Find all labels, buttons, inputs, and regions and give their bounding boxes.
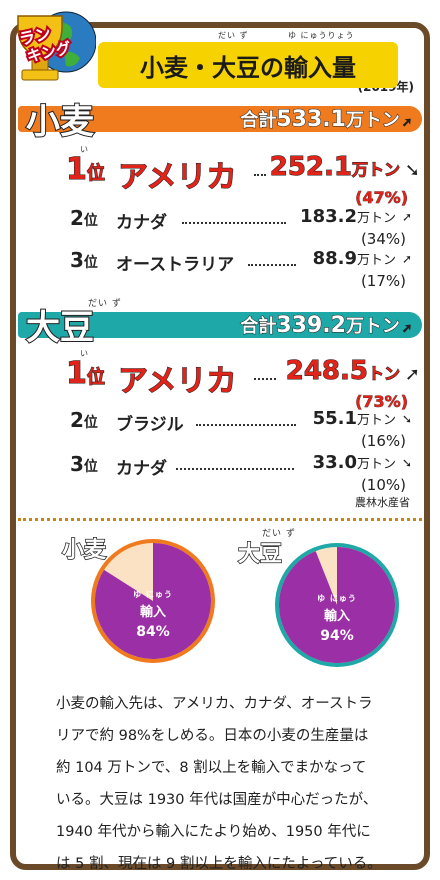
down-right-arrow-icon: ➘	[401, 412, 412, 426]
rank-position: 1位	[66, 356, 106, 392]
pie-percent: 84%	[136, 624, 170, 640]
rank-value: 183.2万トン	[300, 206, 396, 227]
title-bar: だい ず ゆ にゅうりょう 小麦・大豆の輸入量	[98, 31, 398, 88]
rank-country: カナダ	[116, 213, 167, 233]
body-line: いる。大豆は 1930 年代は国産が中心だったが、	[56, 792, 378, 808]
soy-pie: ゆ にゅう 輸入 94%	[272, 540, 402, 670]
soy-ruby: だい ず	[88, 299, 122, 309]
up-right-arrow-icon: ➚	[401, 115, 412, 130]
pie-inner-label: 輸入	[139, 605, 166, 620]
pie-percent: 94%	[320, 628, 354, 644]
rank-value: 252.1万トン	[269, 152, 400, 183]
soy-pie-chart	[275, 543, 399, 667]
title-ruby-daizu: だい ず	[218, 31, 249, 40]
up-right-arrow-icon: ➚	[401, 252, 412, 266]
rank-percent: (73%)	[355, 392, 409, 412]
soy-header-bar: 大豆 合計339.2万トン ➚	[18, 307, 422, 349]
rank-value: 248.5トン	[285, 356, 400, 387]
rank-value: 33.0万トン	[312, 452, 396, 473]
ranking-trophy-badge: ラン キング	[15, 11, 96, 81]
rank-country: ブラジル	[116, 415, 184, 435]
rank-percent: (16%)	[360, 432, 406, 450]
body-line: リアで約 98%をしめる。日本の小麦の生産量は	[56, 728, 369, 744]
wheat-pie-chart	[91, 539, 215, 663]
soy-name: 大豆	[25, 307, 95, 349]
wheat-header-bar: 小麦 合計533.1万トン ➚	[18, 101, 422, 143]
rank-value: 55.1万トン	[312, 408, 396, 429]
soy-pie-ruby: だい ず	[262, 529, 296, 539]
up-right-arrow-icon: ➚	[401, 321, 412, 336]
pie-inner-label: 輸入	[323, 609, 350, 624]
title-ruby-yunyuryou: ゆ にゅうりょう	[288, 31, 355, 40]
rank-percent: (47%)	[355, 188, 409, 208]
soy-rank-3: 3位 カナダ 33.0万トン ➘ (10%)	[70, 452, 412, 494]
main-frame	[10, 22, 430, 870]
description-text: 小麦の輸入先は、アメリカ、カナダ、オーストラ リアで約 98%をしめる。日本の小…	[56, 688, 412, 880]
wheat-pie-label: 小麦	[61, 537, 107, 564]
wheat-rank-3: 3位 オーストラリア 88.9万トン ➚ (17%)	[70, 248, 412, 290]
dotted-leader	[196, 424, 296, 426]
wheat-name: 小麦	[25, 101, 95, 143]
soy-rank-2: 2位 ブラジル 55.1万トン ➘ (16%)	[70, 408, 412, 450]
pie-slice-import	[279, 547, 395, 663]
body-line: 小麦の輸入先は、アメリカ、カナダ、オーストラ	[56, 696, 373, 712]
rank-country: アメリカ	[118, 364, 237, 400]
soy-rank-1: い 1位 アメリカ 248.5トン ➚ (73%)	[66, 349, 420, 411]
rank-value: 88.9万トン	[312, 248, 396, 269]
soy-total: 合計339.2万トン ➚	[240, 313, 413, 339]
dotted-leader	[248, 264, 296, 266]
rank-percent: (34%)	[360, 230, 406, 248]
up-right-arrow-icon: ➚	[404, 364, 420, 385]
source-credit: 農林水産省	[355, 496, 410, 509]
dotted-divider	[18, 518, 422, 521]
rank-country: アメリカ	[118, 160, 237, 196]
down-right-arrow-icon: ➘	[404, 160, 420, 181]
rank-country: オーストラリア	[116, 255, 235, 275]
down-right-arrow-icon: ➘	[401, 456, 412, 470]
dotted-leader	[176, 468, 294, 470]
soy-pie-label: 大豆	[237, 541, 283, 568]
rank-percent: (10%)	[360, 476, 406, 494]
dotted-leader	[254, 378, 276, 380]
rank-percent: (17%)	[360, 272, 406, 290]
wheat-total: 合計533.1万トン ➚	[240, 107, 413, 133]
wheat-rank-1: い 1位 アメリカ 252.1万トン ➘ (47%)	[66, 145, 420, 207]
rank-position: 1位	[66, 152, 106, 188]
dotted-leader	[182, 222, 286, 224]
up-right-arrow-icon: ➚	[401, 210, 412, 224]
wheat-rank-2: 2位 カナダ 183.2万トン ➚ (34%)	[70, 206, 412, 248]
pie-slice-import	[94, 543, 211, 659]
body-line: 約 104 万トンで、8 割以上を輸入でまかなって	[56, 760, 367, 776]
page-title: 小麦・大豆の輸入量	[140, 54, 356, 82]
body-line: は 5 割、現在は 9 割以上を輸入にたよっている。	[56, 856, 382, 872]
wheat-pie: ゆ にゅう 輸入 84%	[88, 536, 218, 666]
dotted-leader	[254, 174, 266, 176]
body-line: 1940 年代から輸入にたより始め、1950 年代に	[56, 824, 371, 840]
rank-country: カナダ	[116, 459, 167, 479]
